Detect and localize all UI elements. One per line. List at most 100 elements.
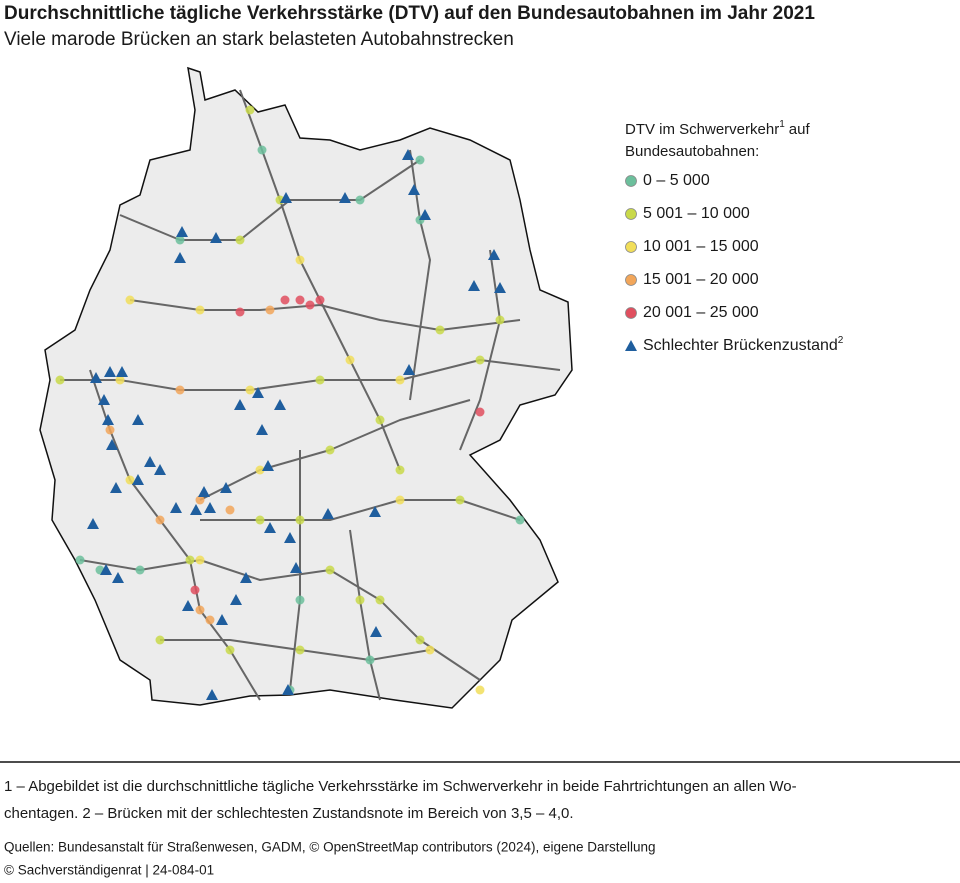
traffic-point xyxy=(235,235,245,245)
bridge-marker xyxy=(170,502,182,513)
bridge-marker xyxy=(132,474,144,485)
traffic-point xyxy=(295,255,305,265)
traffic-point xyxy=(365,655,375,665)
bridge-marker xyxy=(403,364,415,375)
bridge-marker xyxy=(220,482,232,493)
traffic-point xyxy=(395,495,405,505)
bridge-marker xyxy=(264,522,276,533)
road xyxy=(239,89,401,471)
bridge-marker xyxy=(176,226,188,237)
legend-label: 5 001 – 10 000 xyxy=(643,205,750,222)
traffic-point xyxy=(225,645,235,655)
bridge-marker xyxy=(290,562,302,573)
traffic-point xyxy=(475,355,485,365)
traffic-point xyxy=(257,145,267,155)
traffic-point xyxy=(125,475,135,485)
traffic-point xyxy=(325,445,335,455)
traffic-point xyxy=(305,300,315,310)
bridge-marker xyxy=(116,366,128,377)
bridge-marker xyxy=(210,232,222,243)
bridge-marker xyxy=(198,486,210,497)
bridge-marker xyxy=(154,464,166,475)
footnote-line: chentagen. 2 – Brücken mit der schlechte… xyxy=(4,805,574,822)
bridge-marker xyxy=(284,532,296,543)
traffic-point xyxy=(435,325,445,335)
traffic-point xyxy=(195,305,205,315)
bridge-marker xyxy=(282,684,294,695)
sources: Quellen: Bundesanstalt für Straßenwesen,… xyxy=(4,840,656,855)
traffic-point xyxy=(175,385,185,395)
legend: DTV im Schwerverkehr1 auf Bundesautobahne… xyxy=(625,119,844,355)
bridge-marker xyxy=(110,482,122,493)
legend-bridge-sup: 2 xyxy=(838,335,844,346)
traffic-point xyxy=(75,555,85,565)
bridge-marker xyxy=(90,372,102,383)
traffic-point xyxy=(135,565,145,575)
traffic-point xyxy=(295,595,305,605)
bridge-marker xyxy=(144,456,156,467)
traffic-point xyxy=(425,645,435,655)
bridge-marker xyxy=(98,394,110,405)
bridge-marker xyxy=(87,518,99,529)
bridge-marker xyxy=(204,502,216,513)
traffic-point xyxy=(195,605,205,615)
bridge-marker xyxy=(206,689,218,700)
road xyxy=(79,559,481,681)
traffic-point xyxy=(395,375,405,385)
traffic-point xyxy=(375,595,385,605)
traffic-point xyxy=(415,635,425,645)
bridge-marker xyxy=(339,192,351,203)
bridge-marker xyxy=(256,424,268,435)
traffic-point xyxy=(175,235,185,245)
legend-marker xyxy=(625,241,637,253)
legend-bridge-label: Schlechter Brückenzustand2 xyxy=(643,335,844,355)
footnote-line: 1 – Abgebildet ist die durchschnittliche… xyxy=(4,778,797,795)
legend-marker xyxy=(625,274,637,286)
bridge-marker xyxy=(106,439,118,450)
traffic-point xyxy=(395,465,405,475)
bridge-marker xyxy=(370,626,382,637)
traffic-point xyxy=(315,295,325,305)
traffic-point xyxy=(255,515,265,525)
bridge-marker xyxy=(234,399,246,410)
traffic-point xyxy=(155,635,165,645)
subtitle: Viele marode Brücken an stark belasteten… xyxy=(4,29,514,50)
legend-marker xyxy=(625,175,637,187)
bridge-marker xyxy=(240,572,252,583)
bridge-marker xyxy=(100,564,112,575)
title: Durchschnittliche tägliche Verkehrsstärk… xyxy=(4,3,815,24)
traffic-point xyxy=(245,105,255,115)
legend-items: 0 – 5 000 5 001 – 10 000 10 001 – 15 000 15… xyxy=(625,172,759,321)
traffic-point xyxy=(280,295,290,305)
map xyxy=(39,66,573,709)
traffic-point xyxy=(325,565,335,575)
bridge-marker xyxy=(494,282,506,293)
legend-marker xyxy=(625,307,637,319)
traffic-point xyxy=(345,355,355,365)
legend-title-text: DTV im Schwerverkehr xyxy=(625,121,779,138)
traffic-point xyxy=(255,465,265,475)
legend-title-rest: auf xyxy=(789,121,811,138)
legend-marker xyxy=(625,208,637,220)
traffic-point xyxy=(105,425,115,435)
bridge-marker xyxy=(408,184,420,195)
bridge-marker xyxy=(190,504,202,515)
traffic-point xyxy=(225,505,235,515)
traffic-point xyxy=(265,305,275,315)
traffic-point xyxy=(245,385,255,395)
bridge-marker xyxy=(369,506,381,517)
bridge-marker xyxy=(322,508,334,519)
traffic-point xyxy=(205,615,215,625)
traffic-point xyxy=(235,307,245,317)
traffic-point xyxy=(415,155,425,165)
legend-bridge-marker xyxy=(625,340,637,351)
bridge-marker xyxy=(230,594,242,605)
traffic-point xyxy=(295,515,305,525)
copyright: © Sachverständigenrat | 24-084-01 xyxy=(4,863,214,878)
legend-title-sup: 1 xyxy=(779,119,785,130)
legend-label: 15 001 – 20 000 xyxy=(643,271,759,288)
road xyxy=(200,499,521,521)
traffic-point xyxy=(190,585,200,595)
